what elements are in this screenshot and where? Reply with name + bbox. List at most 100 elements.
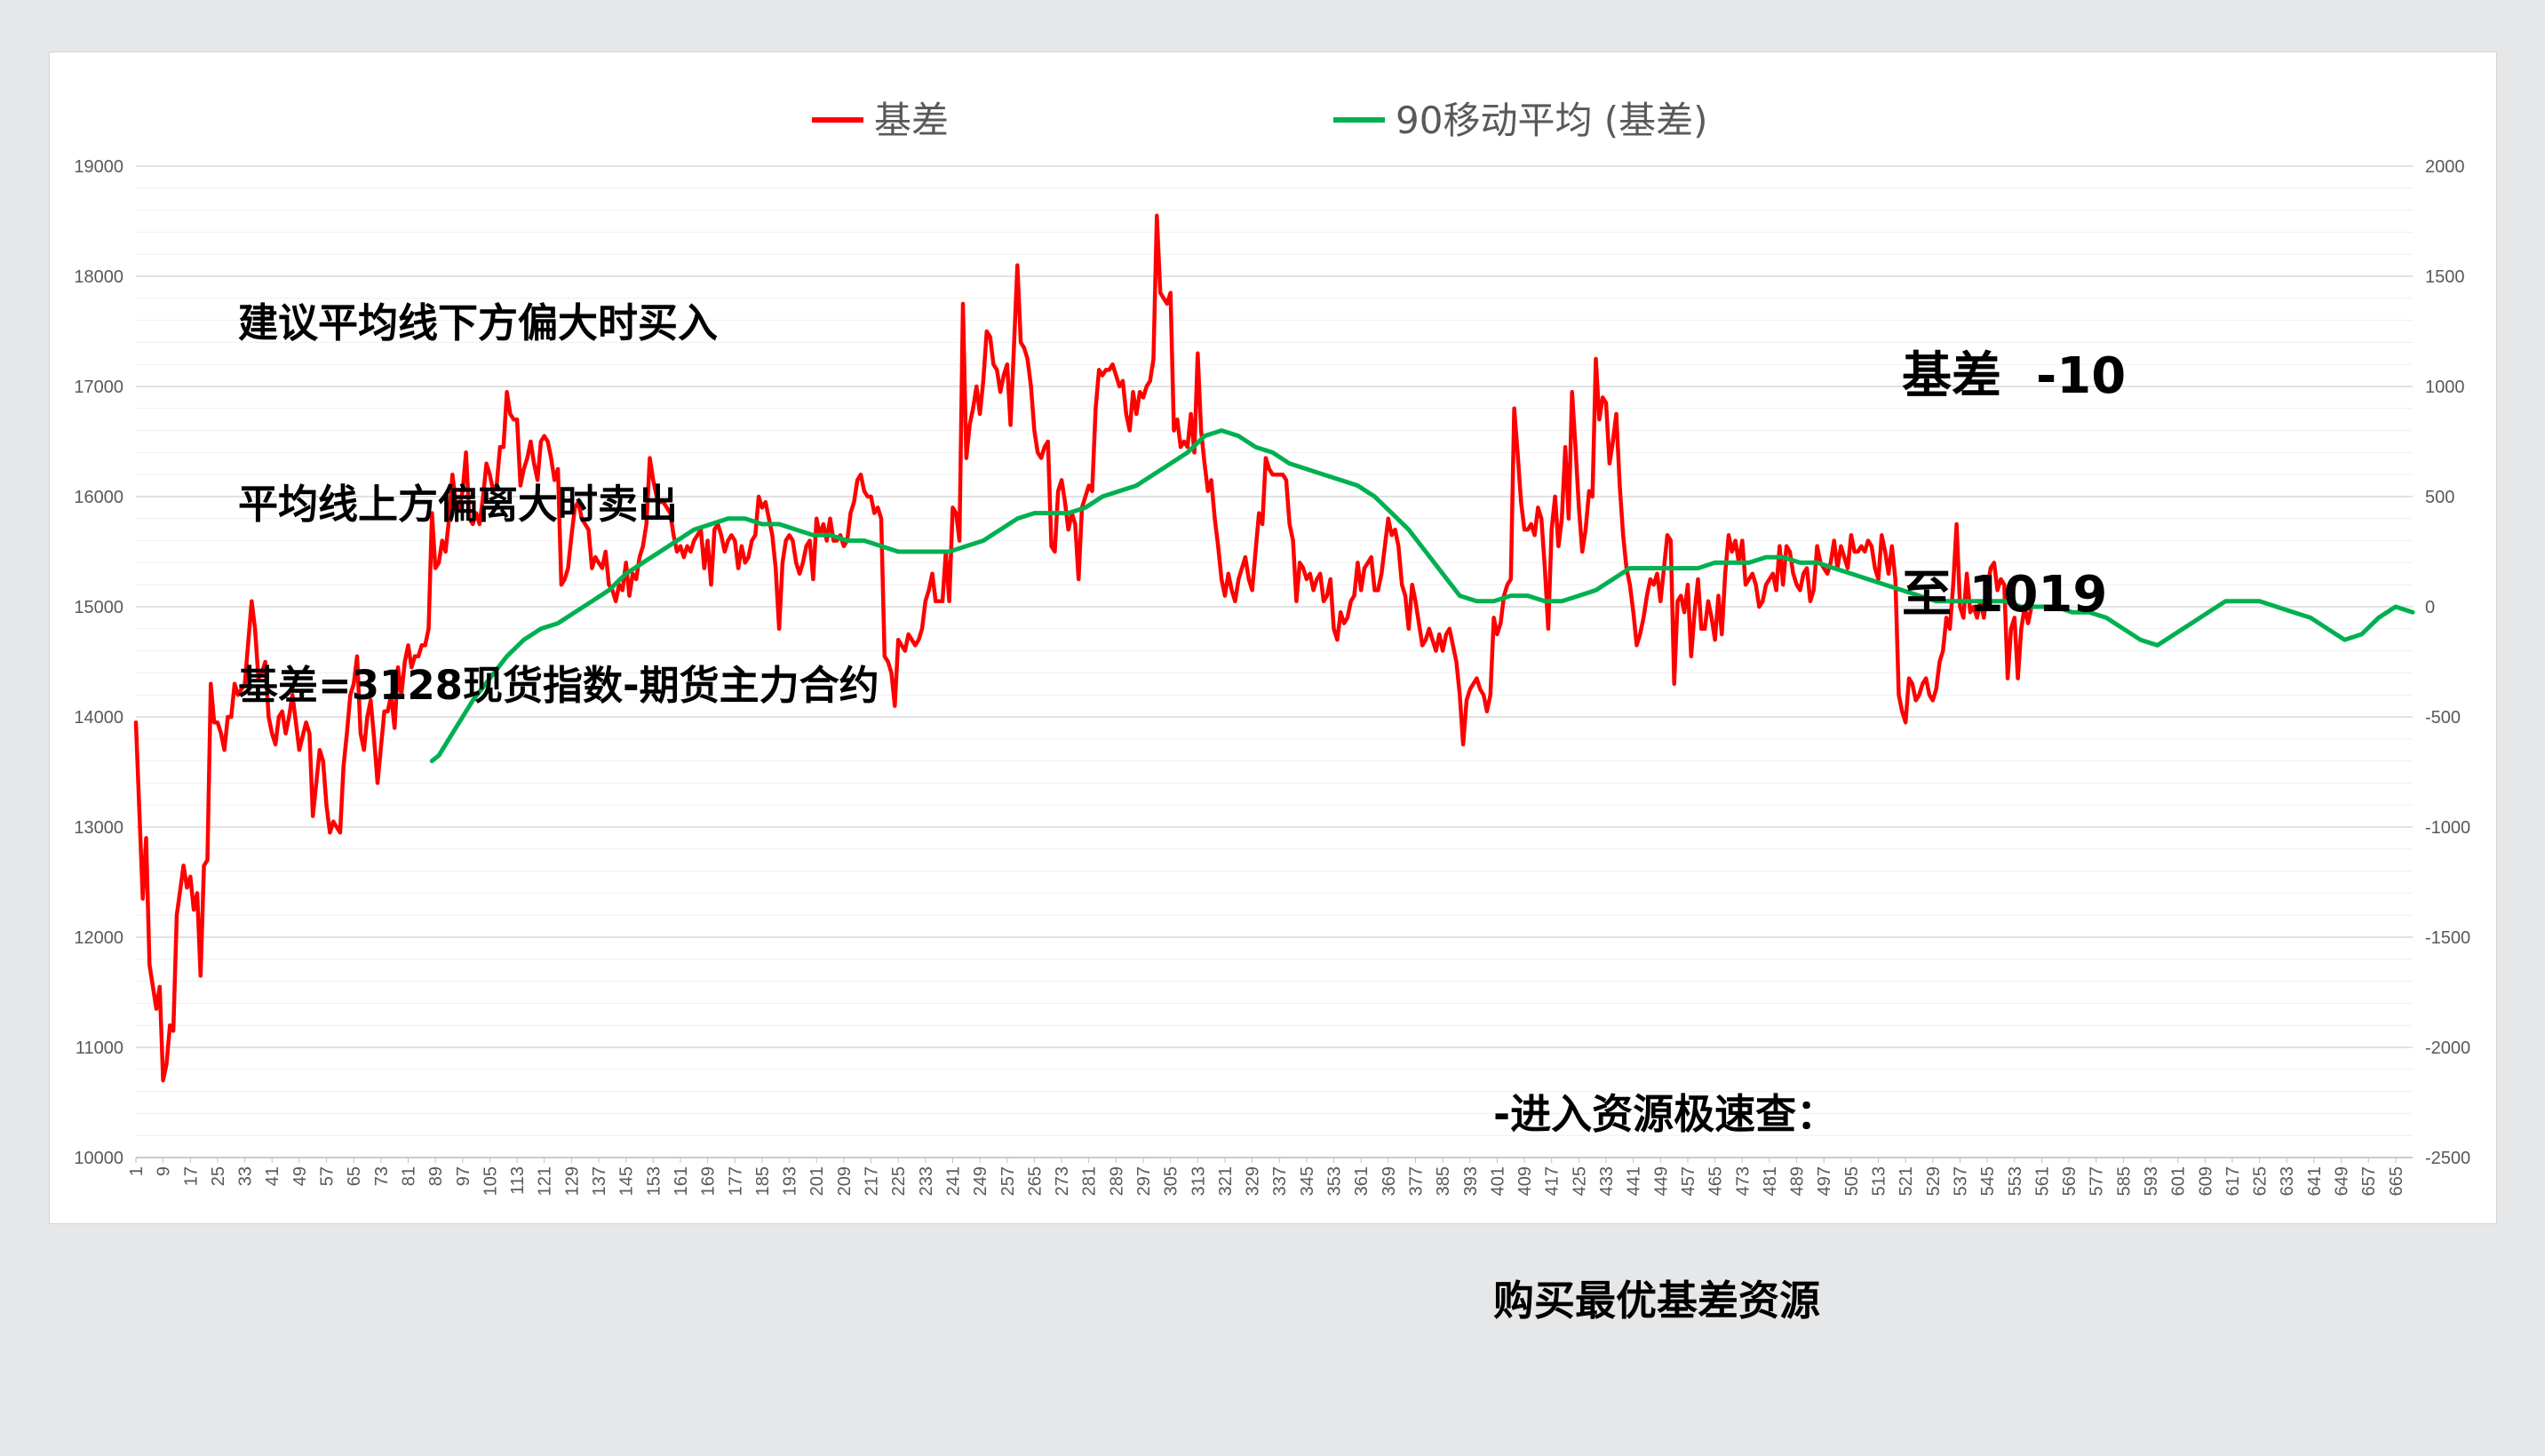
x-tick-label: 113 <box>508 1166 528 1195</box>
series-line-moving-average <box>429 428 2415 764</box>
x-tick-label: 497 <box>1815 1166 1834 1196</box>
y-left-tick-label: 17000 <box>74 378 123 397</box>
x-tick-label: 457 <box>1679 1166 1698 1196</box>
y-left-tick-label: 15000 <box>74 598 123 617</box>
x-tick-label: 641 <box>2305 1166 2325 1196</box>
x-tick-label: 137 <box>590 1166 609 1196</box>
x-tick-label: 129 <box>562 1166 582 1196</box>
x-tick-label: 33 <box>236 1166 256 1186</box>
y-left-tick-label: 11000 <box>76 1038 123 1058</box>
x-tick-label: 105 <box>481 1166 500 1196</box>
x-tick-label: 561 <box>2032 1166 2052 1196</box>
x-tick-label: 625 <box>2251 1166 2271 1196</box>
x-tick-label: 505 <box>1842 1166 1862 1196</box>
x-tick-label: 361 <box>1352 1166 1372 1196</box>
x-tick-label: 385 <box>1434 1166 1453 1196</box>
x-tick-label: 665 <box>2387 1166 2406 1196</box>
x-tick-label: 537 <box>1951 1166 1970 1196</box>
x-tick-label: 41 <box>263 1166 282 1186</box>
x-tick-label: 233 <box>917 1166 936 1196</box>
y-right-tick-label: 2000 <box>2425 157 2465 177</box>
y-left-tick-label: 16000 <box>74 488 123 507</box>
x-tick-label: 161 <box>672 1166 691 1196</box>
y-right-tick-label: -1500 <box>2425 928 2470 948</box>
x-tick-label: 1 <box>127 1166 147 1176</box>
x-tick-label: 657 <box>2359 1166 2379 1196</box>
y-right-tick-label: 500 <box>2425 488 2454 507</box>
x-tick-label: 153 <box>644 1166 664 1196</box>
x-tick-label: 545 <box>1978 1166 1998 1196</box>
x-tick-label: 249 <box>971 1166 990 1196</box>
x-tick-label: 65 <box>345 1166 364 1186</box>
x-tick-label: 225 <box>889 1166 909 1196</box>
x-tick-label: 345 <box>1298 1166 1317 1196</box>
y-right-tick-label: 1500 <box>2425 267 2465 287</box>
y-right-tick-label: -1000 <box>2425 818 2470 838</box>
x-tick-label: 169 <box>699 1166 719 1196</box>
x-tick-label: 177 <box>726 1166 745 1196</box>
x-tick-label: 185 <box>753 1166 773 1196</box>
y-right-tick-label: -2500 <box>2425 1149 2470 1168</box>
promo-line-2: 购买最优基差资源 <box>1493 1277 1820 1325</box>
x-tick-label: 417 <box>1543 1166 1563 1196</box>
x-tick-label: 617 <box>2223 1166 2243 1196</box>
y-left-tick-label: 13000 <box>74 818 123 838</box>
x-tick-label: 481 <box>1761 1166 1780 1196</box>
x-tick-label: 409 <box>1515 1166 1535 1196</box>
x-tick-label: 217 <box>863 1166 882 1196</box>
x-tick-label: 281 <box>1080 1166 1100 1196</box>
chart: 1000011000120001300014000150001600017000… <box>74 99 2470 1196</box>
x-tick-label: 601 <box>2169 1166 2189 1196</box>
x-tick-label: 257 <box>998 1166 1018 1196</box>
x-tick-label: 401 <box>1488 1166 1507 1196</box>
legend-label: 基差 <box>874 99 949 142</box>
x-tick-label: 321 <box>1216 1166 1236 1196</box>
x-tick-label: 97 <box>454 1166 473 1186</box>
advice-line-1: 建议平均线下方偏大时买入 <box>238 299 719 346</box>
x-tick-label: 649 <box>2333 1166 2352 1196</box>
x-tick-label: 521 <box>1897 1166 1916 1196</box>
chart-card: 10000 11000 12000 13000 14000 15000 16000 17000… <box>49 52 2497 1325</box>
advice-line-3: 基差=3128现货指数-期货主力合约 <box>238 662 879 709</box>
x-tick-label: 17 <box>181 1166 201 1186</box>
x-tick-label: 465 <box>1706 1166 1726 1196</box>
advice-note: 建议平均线下方偏大时买入 平均线上方偏离大时卖出 基差=3128现货指数-期货主… <box>238 172 879 837</box>
y-right-tick-label: -2000 <box>2425 1038 2470 1058</box>
x-tick-label: 273 <box>1053 1166 1072 1196</box>
x-tick-label: 305 <box>1162 1166 1181 1196</box>
y-left-tick-label: 19000 <box>74 157 123 177</box>
y-right-tick-label: -500 <box>2425 708 2461 728</box>
x-tick-label: 513 <box>1870 1166 1889 1196</box>
x-tick-label: 489 <box>1788 1166 1808 1196</box>
x-tick-label: 49 <box>290 1166 310 1186</box>
x-tick-label: 297 <box>1134 1166 1154 1196</box>
x-tick-label: 577 <box>2088 1166 2107 1196</box>
y-left-tick-label: 10000 <box>74 1149 123 1168</box>
x-tick-label: 89 <box>426 1166 446 1186</box>
x-tick-label: 121 <box>536 1166 555 1196</box>
x-tick-label: 529 <box>1924 1166 1944 1196</box>
y-right-tick-label: 0 <box>2425 598 2435 617</box>
x-tick-label: 593 <box>2142 1166 2161 1196</box>
x-tick-label: 337 <box>1270 1166 1290 1196</box>
x-tick-label: 25 <box>209 1166 228 1186</box>
x-tick-label: 569 <box>2060 1166 2080 1196</box>
x-tick-label: 289 <box>1107 1166 1126 1196</box>
legend-label: 90移动平均 (基差) <box>1396 99 1708 142</box>
range-note: 基差 -10 至 1019 <box>1902 195 2126 777</box>
x-tick-label: 313 <box>1189 1166 1208 1196</box>
x-tick-label: 393 <box>1461 1166 1481 1196</box>
y-left-tick-label: 14000 <box>74 708 123 728</box>
range-line-1: 基差 -10 <box>1902 347 2127 405</box>
promo-note: -进入资源极速查： 购买最优基差资源 <box>1493 959 1837 1456</box>
x-tick-label: 377 <box>1406 1166 1426 1196</box>
x-tick-label: 425 <box>1570 1166 1589 1196</box>
x-tick-label: 633 <box>2278 1166 2297 1196</box>
x-tick-label: 241 <box>943 1166 963 1196</box>
x-tick-label: 9 <box>155 1166 174 1176</box>
x-tick-label: 473 <box>1733 1166 1753 1196</box>
x-tick-label: 553 <box>2006 1166 2025 1196</box>
series-line-basis <box>133 213 2034 1083</box>
x-tick-label: 329 <box>1244 1166 1263 1196</box>
y-left-tick-label: 12000 <box>74 928 123 948</box>
